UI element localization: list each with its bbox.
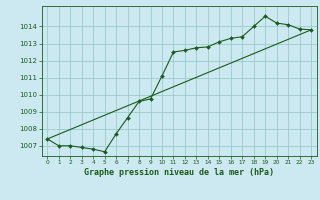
- X-axis label: Graphe pression niveau de la mer (hPa): Graphe pression niveau de la mer (hPa): [84, 168, 274, 177]
